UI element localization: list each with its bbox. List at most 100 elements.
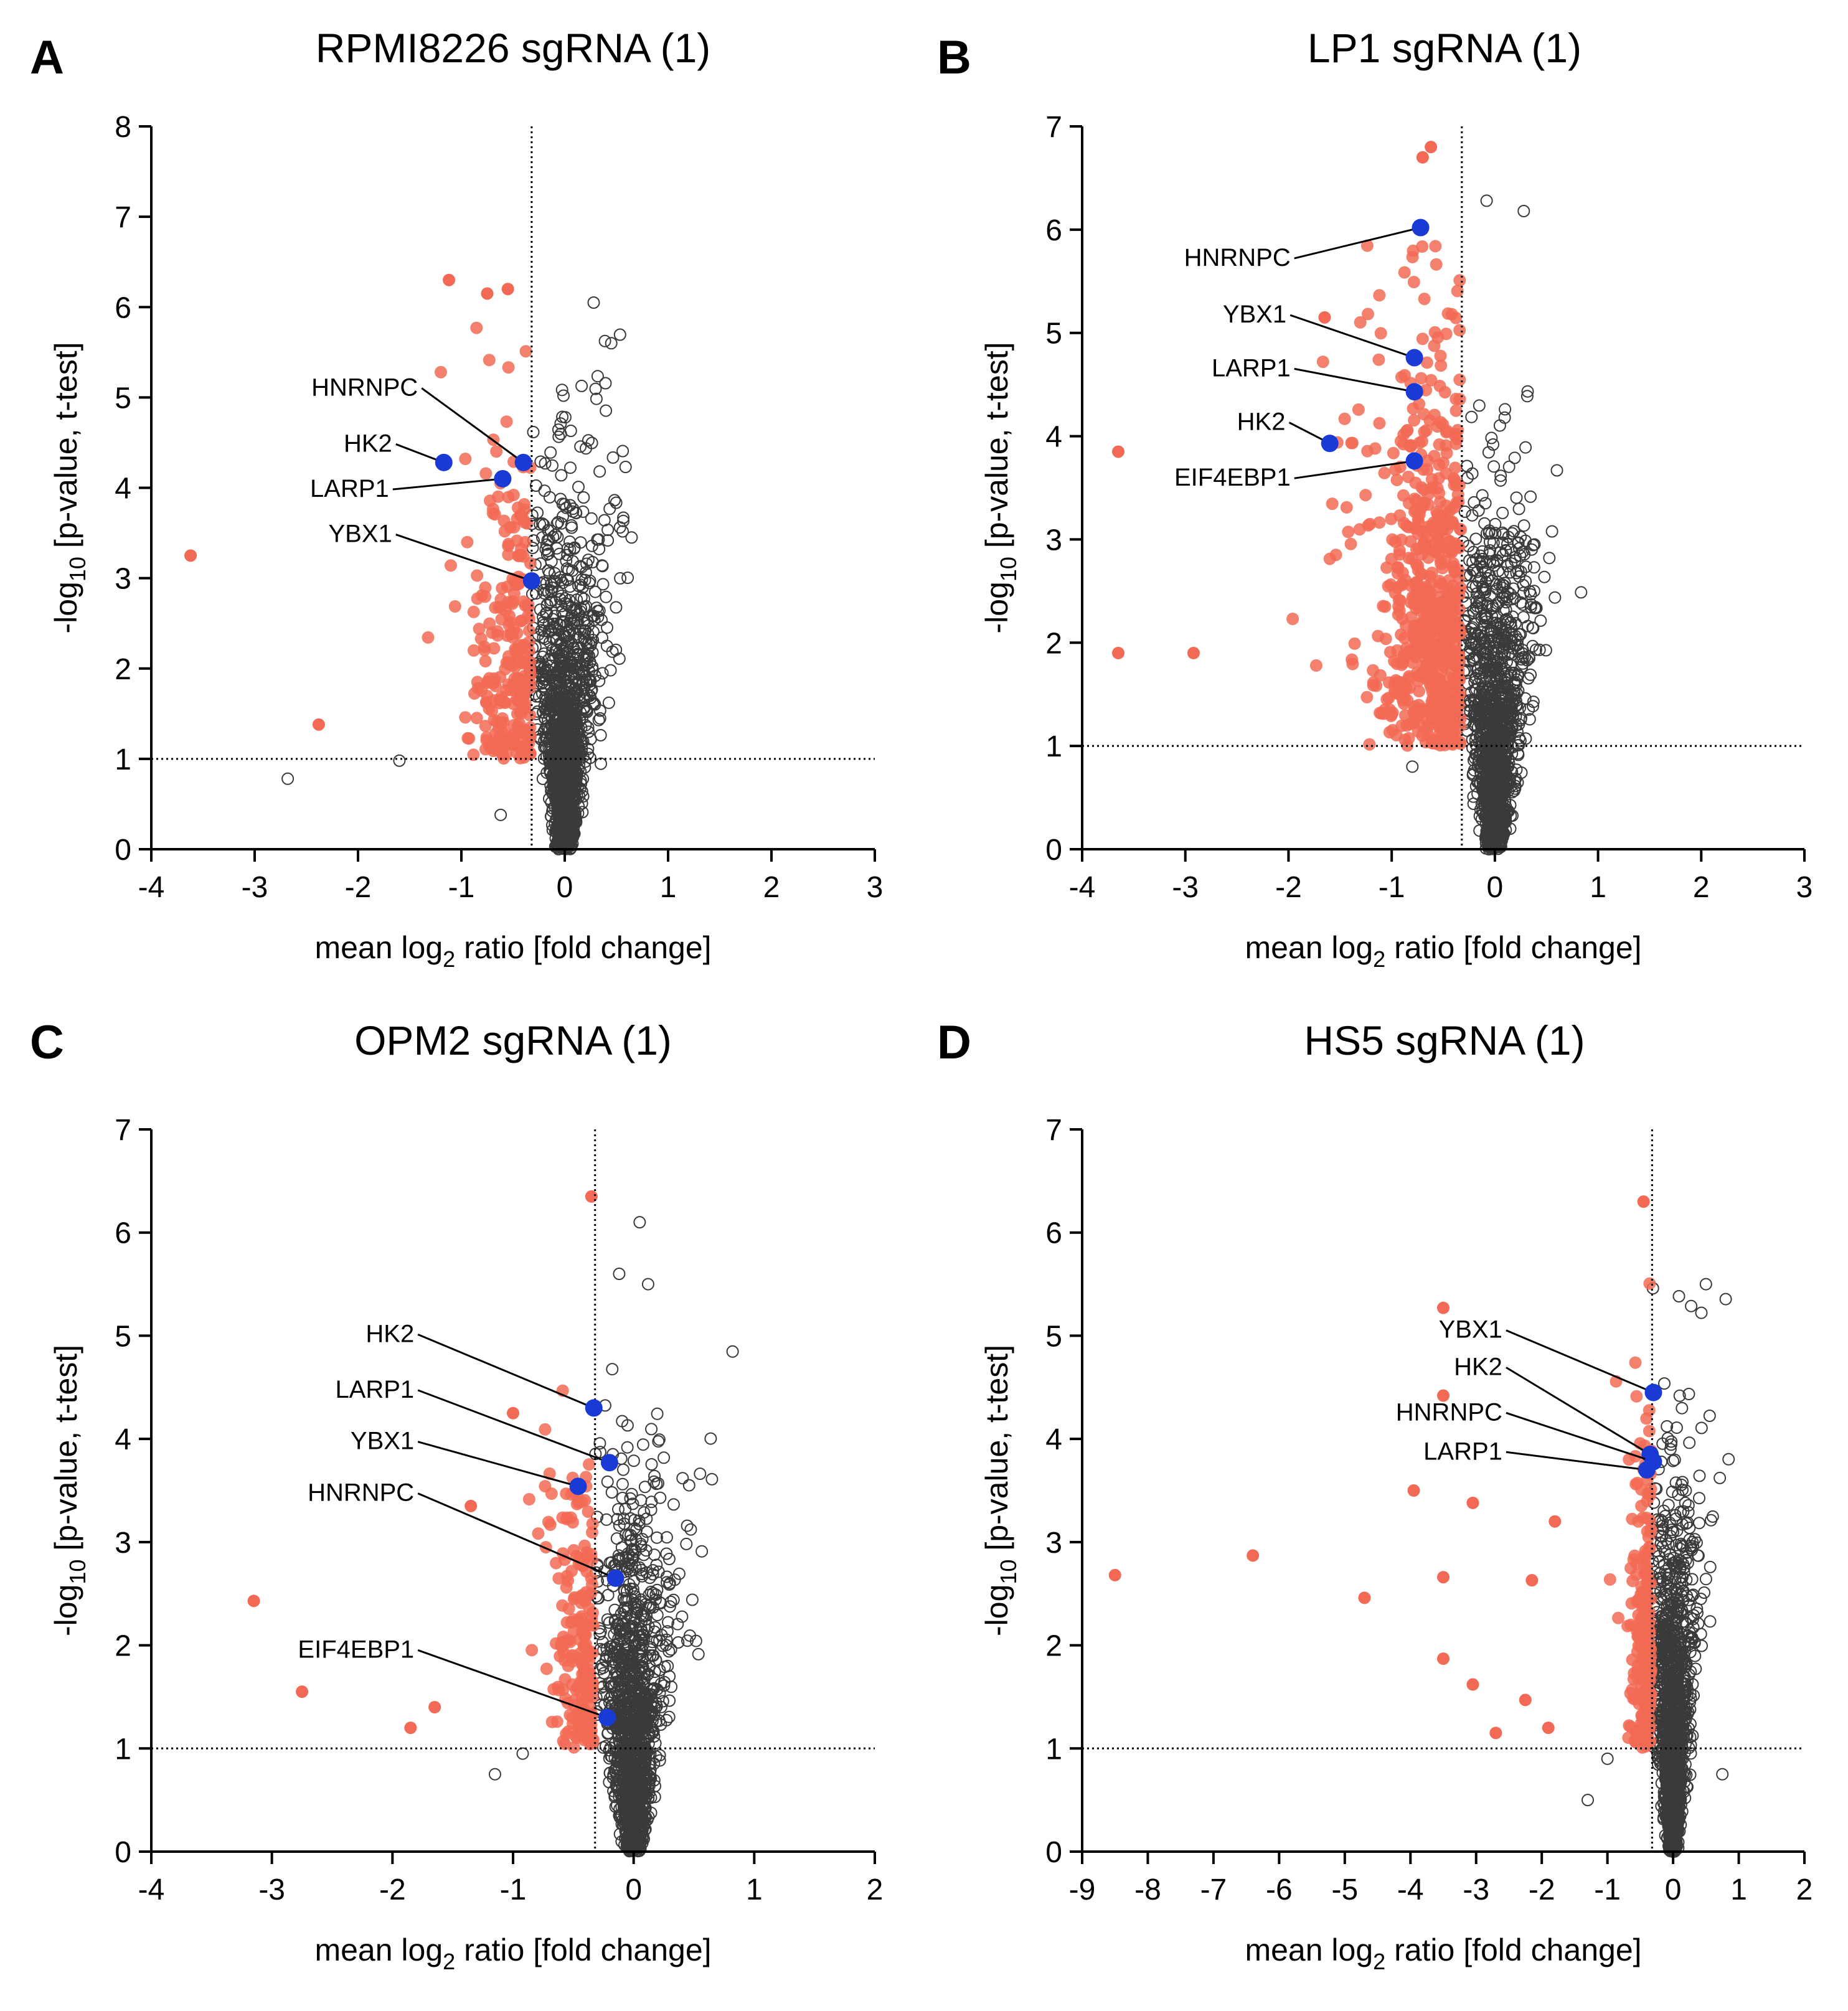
x-tick-label: -3 <box>242 871 268 904</box>
protein-point <box>601 621 613 634</box>
protein-point <box>627 1454 640 1467</box>
protein-point <box>1575 586 1588 599</box>
significant-point <box>1384 578 1397 591</box>
significant-point <box>445 559 457 572</box>
axis-label-text: -log <box>979 582 1014 633</box>
significant-point <box>1441 652 1454 666</box>
protein-point <box>281 772 295 785</box>
significant-point <box>488 642 501 655</box>
protein-point <box>583 574 596 587</box>
significant-point <box>1338 412 1351 425</box>
significant-point <box>519 345 532 358</box>
protein-point <box>616 1477 629 1491</box>
significant-point <box>1410 623 1423 636</box>
significant-point <box>1438 386 1451 398</box>
significant-point <box>481 287 494 300</box>
significant-point <box>448 600 461 613</box>
protein-point <box>542 654 555 666</box>
significant-point <box>1444 590 1456 603</box>
protein-points <box>1286 239 1588 855</box>
protein-point <box>600 590 613 603</box>
protein-point <box>616 1492 629 1504</box>
significant-point <box>1446 715 1459 728</box>
significant-point <box>479 655 492 667</box>
significant-point <box>1444 614 1457 627</box>
significant-point <box>1410 581 1423 594</box>
y-tick-label: 2 <box>115 653 131 686</box>
significant-point <box>1418 537 1431 550</box>
significant-point <box>1418 293 1431 306</box>
protein-point <box>580 704 593 717</box>
protein-point <box>568 541 581 554</box>
protein-point <box>589 669 601 682</box>
protein-point <box>595 757 607 770</box>
significant-point <box>1373 516 1386 529</box>
protein-point <box>494 808 507 821</box>
protein-point <box>1519 441 1532 454</box>
protein-point <box>1466 467 1479 480</box>
protein-point <box>546 712 559 725</box>
protein-point <box>593 712 606 725</box>
significant-point <box>435 365 447 379</box>
significant-point <box>1454 737 1467 750</box>
gene-label: HNRNPC <box>311 374 418 401</box>
y-tick-label: 2 <box>1045 627 1062 660</box>
protein-point <box>1473 399 1486 412</box>
protein-point <box>550 714 562 727</box>
protein-point <box>1480 194 1493 207</box>
protein-point <box>559 780 572 793</box>
protein-point <box>558 668 571 681</box>
significant-point <box>1373 289 1386 302</box>
protein-point <box>561 740 574 753</box>
protein-point <box>576 677 589 690</box>
significant-point <box>483 617 496 630</box>
protein-point <box>573 658 586 671</box>
significant-point <box>511 626 524 639</box>
significant-point <box>1309 659 1322 672</box>
significant-point <box>1449 678 1462 691</box>
protein-point <box>1479 497 1492 510</box>
highlighted-gene-point <box>1405 452 1423 470</box>
significant-point <box>1453 374 1466 386</box>
significant-point <box>494 601 507 613</box>
significant-point <box>1416 240 1429 253</box>
significant-point <box>470 321 483 334</box>
significant-point <box>1393 509 1407 522</box>
significant-point <box>1112 445 1124 458</box>
protein-point <box>592 714 605 727</box>
protein-point <box>614 572 627 585</box>
protein-point <box>575 379 588 392</box>
protein-point <box>559 592 572 605</box>
highlighted-gene-point <box>1405 349 1423 367</box>
protein-point <box>587 296 600 309</box>
significant-point <box>1346 436 1359 450</box>
significant-point <box>481 675 494 688</box>
protein-point <box>552 430 565 443</box>
significant-point <box>1377 600 1390 613</box>
protein-point <box>560 554 573 567</box>
protein-point <box>606 451 620 464</box>
protein-point <box>591 370 604 383</box>
significant-point <box>467 748 480 761</box>
protein-point <box>552 710 565 723</box>
significant-point <box>1435 557 1448 570</box>
protein-point <box>550 779 563 792</box>
protein-point <box>559 742 572 755</box>
significant-point <box>1450 404 1463 417</box>
x-tick-label: 0 <box>557 871 573 904</box>
x-tick-label: 2 <box>1693 871 1710 904</box>
protein-point <box>621 572 634 584</box>
y-tick-label: 6 <box>115 291 131 324</box>
significant-point <box>1400 719 1413 732</box>
protein-point <box>556 765 569 778</box>
y-tick-label: 8 <box>115 111 131 144</box>
highlighted-gene-point <box>494 469 512 487</box>
protein-point <box>529 479 542 492</box>
significant-point <box>1425 567 1438 580</box>
significant-point <box>1318 311 1331 324</box>
significant-point <box>1346 657 1359 671</box>
significant-point <box>1395 370 1408 384</box>
protein-point <box>1538 570 1551 583</box>
significant-point <box>471 592 484 605</box>
significant-point <box>1433 712 1446 725</box>
